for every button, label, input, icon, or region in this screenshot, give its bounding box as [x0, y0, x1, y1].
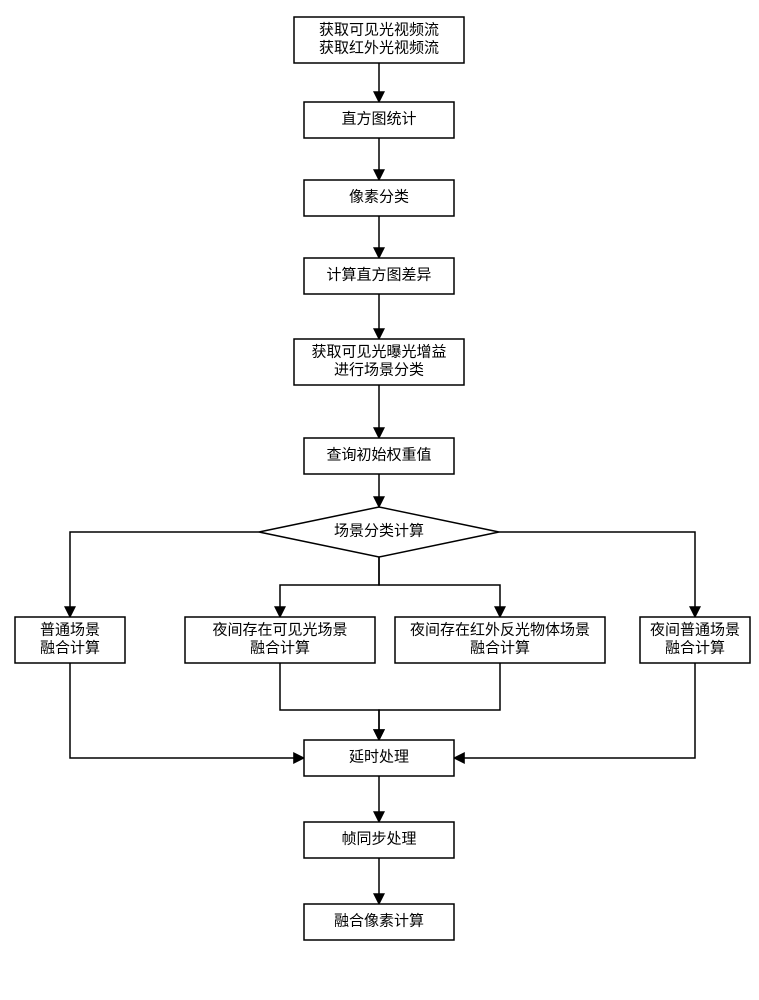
- label-b1: 普通场景: [40, 621, 100, 638]
- label-b4: 夜间普通场景: [650, 621, 740, 638]
- label-n7: 场景分类计算: [334, 521, 424, 539]
- label-n5: 进行场景分类: [334, 361, 424, 378]
- flow-edge: [379, 557, 500, 617]
- flow-edge: [280, 663, 379, 740]
- label-b2: 融合计算: [250, 638, 310, 656]
- label-n6: 查询初始权重值: [326, 446, 431, 463]
- label-b1: 融合计算: [40, 638, 100, 656]
- flow-edge: [70, 663, 304, 758]
- label-b4: 融合计算: [665, 638, 725, 656]
- label-n3: 像素分类: [349, 188, 409, 205]
- label-n9: 帧同步处理: [341, 830, 416, 847]
- label-n1: 获取红外光视频流: [319, 39, 439, 56]
- flow-edge: [280, 557, 379, 617]
- label-b3: 夜间存在红外反光物体场景: [410, 621, 590, 638]
- flow-edge: [70, 532, 259, 617]
- label-b2: 夜间存在可见光场景: [212, 621, 347, 638]
- flow-edge: [499, 532, 695, 617]
- label-n5: 获取可见光曝光增益: [311, 343, 446, 360]
- label-n8: 延时处理: [349, 748, 409, 765]
- label-n1: 获取可见光视频流: [319, 21, 439, 38]
- label-n4: 计算直方图差异: [326, 265, 431, 283]
- label-n2: 直方图统计: [341, 110, 416, 127]
- label-b3: 融合计算: [470, 638, 530, 656]
- label-n10: 融合像素计算: [334, 911, 424, 929]
- flow-edge: [379, 663, 500, 740]
